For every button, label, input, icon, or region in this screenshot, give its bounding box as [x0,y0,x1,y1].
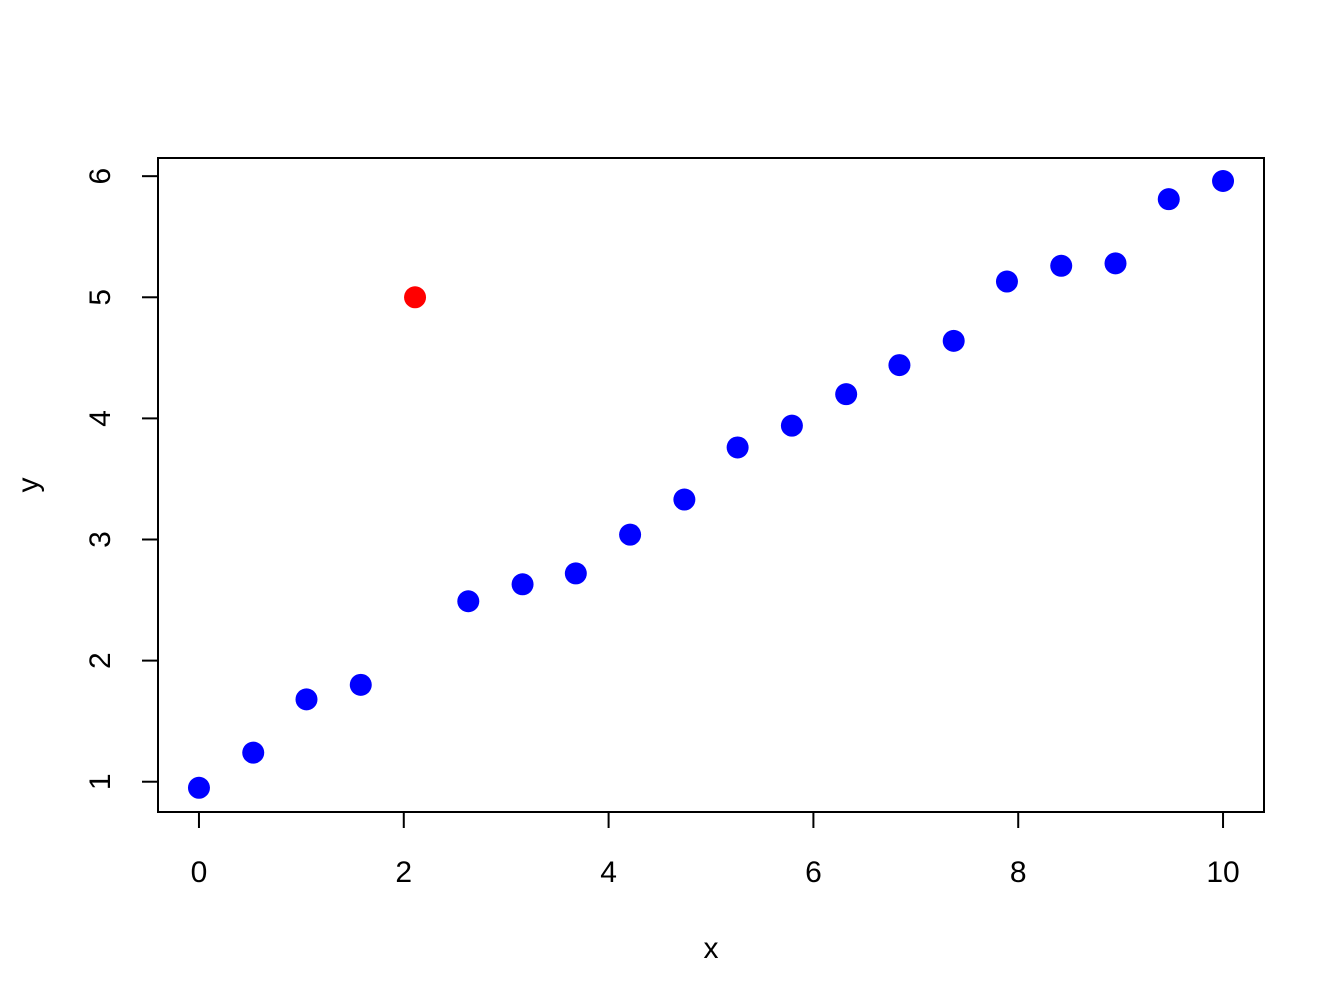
x-axis: 0 2 4 6 8 10 [191,811,1240,889]
data-point [619,523,642,546]
x-axis-title: x [704,932,719,965]
y-axis: 1 2 3 4 5 6 [84,168,159,790]
data-point [835,383,858,406]
data-point [404,286,427,309]
data-point [242,741,265,764]
data-point [995,270,1018,293]
x-tick-label: 4 [600,856,617,889]
data-point [888,354,911,377]
y-tick-label: 5 [84,289,117,306]
data-point [187,776,210,799]
y-tick-label: 3 [84,531,117,548]
data-point [1157,188,1180,211]
data-point [942,329,965,352]
data-point [457,590,480,613]
y-tick-label: 4 [84,410,117,427]
data-point [564,562,587,585]
y-tick-label: 1 [84,773,117,790]
x-tick-label: 10 [1206,856,1239,889]
x-tick-label: 2 [395,856,412,889]
x-tick-label: 8 [1010,856,1027,889]
y-axis-title: y [12,478,45,493]
data-point [1212,170,1235,193]
y-tick-label: 2 [84,652,117,669]
data-point [511,573,534,596]
data-point [673,488,696,511]
data-point [780,414,803,437]
data-point [349,673,372,696]
data-point [726,436,749,459]
plot-frame [157,157,1265,813]
data-point [1050,254,1073,277]
y-tick-label: 6 [84,168,117,185]
data-points [187,170,1235,799]
x-tick-label: 0 [191,856,208,889]
x-tick-label: 6 [805,856,822,889]
data-point [295,688,318,711]
data-point [1104,252,1127,275]
